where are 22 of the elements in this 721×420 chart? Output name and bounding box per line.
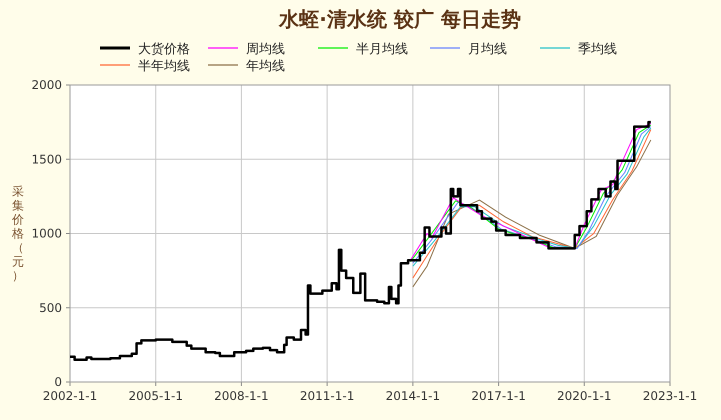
x-tick-label: 2005-1-1 <box>128 389 183 403</box>
legend-label: 月均线 <box>468 42 507 57</box>
y-tick-label: 1500 <box>31 152 62 166</box>
y-tick-label: 2000 <box>31 78 62 92</box>
x-tick-label: 2008-1-1 <box>214 389 269 403</box>
y-tick-label: 0 <box>54 375 62 389</box>
legend-label: 周均线 <box>246 42 285 57</box>
legend-label: 大货价格 <box>138 42 190 57</box>
x-tick-label: 2011-1-1 <box>300 389 354 403</box>
x-tick-label: 2020-1-1 <box>557 389 612 403</box>
x-tick-label: 2002-1-1 <box>42 389 98 403</box>
legend-label: 季均线 <box>578 42 617 57</box>
chart-title: 水蛭·清水统 较广 每日走势 <box>278 7 521 31</box>
x-tick-label: 2017-1-1 <box>471 389 526 403</box>
y-tick-label: 500 <box>39 300 62 315</box>
x-tick-label: 2023-1-1 <box>642 389 698 403</box>
y-axis-title: 采集价格（元） <box>11 184 24 282</box>
y-tick-label: 1000 <box>31 226 62 240</box>
legend-label: 半月均线 <box>356 42 408 57</box>
legend-label: 半年均线 <box>138 59 190 74</box>
legend-label: 年均线 <box>246 59 285 74</box>
x-tick-label: 2014-1-1 <box>386 389 440 403</box>
